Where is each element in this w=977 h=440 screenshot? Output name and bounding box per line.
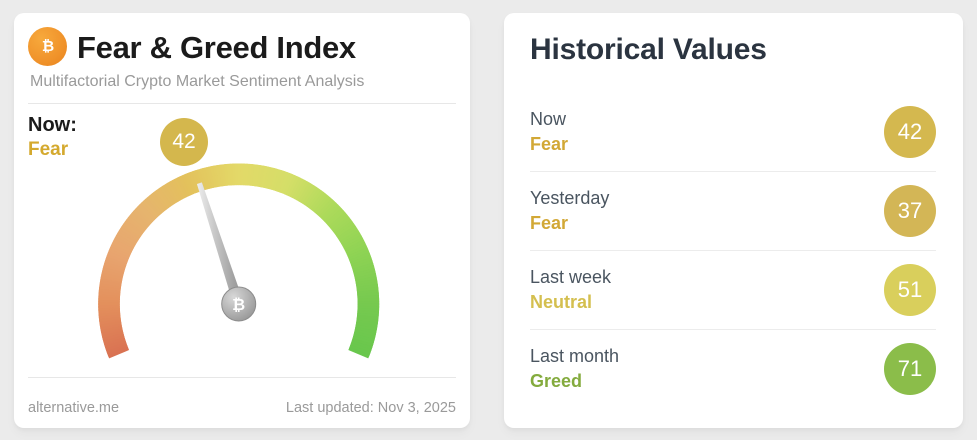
svg-text:₿: ₿: [232, 296, 245, 314]
